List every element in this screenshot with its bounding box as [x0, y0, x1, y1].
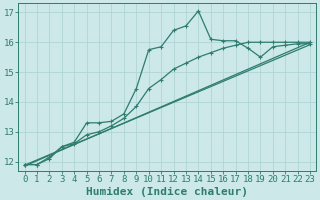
X-axis label: Humidex (Indice chaleur): Humidex (Indice chaleur)	[86, 186, 248, 197]
